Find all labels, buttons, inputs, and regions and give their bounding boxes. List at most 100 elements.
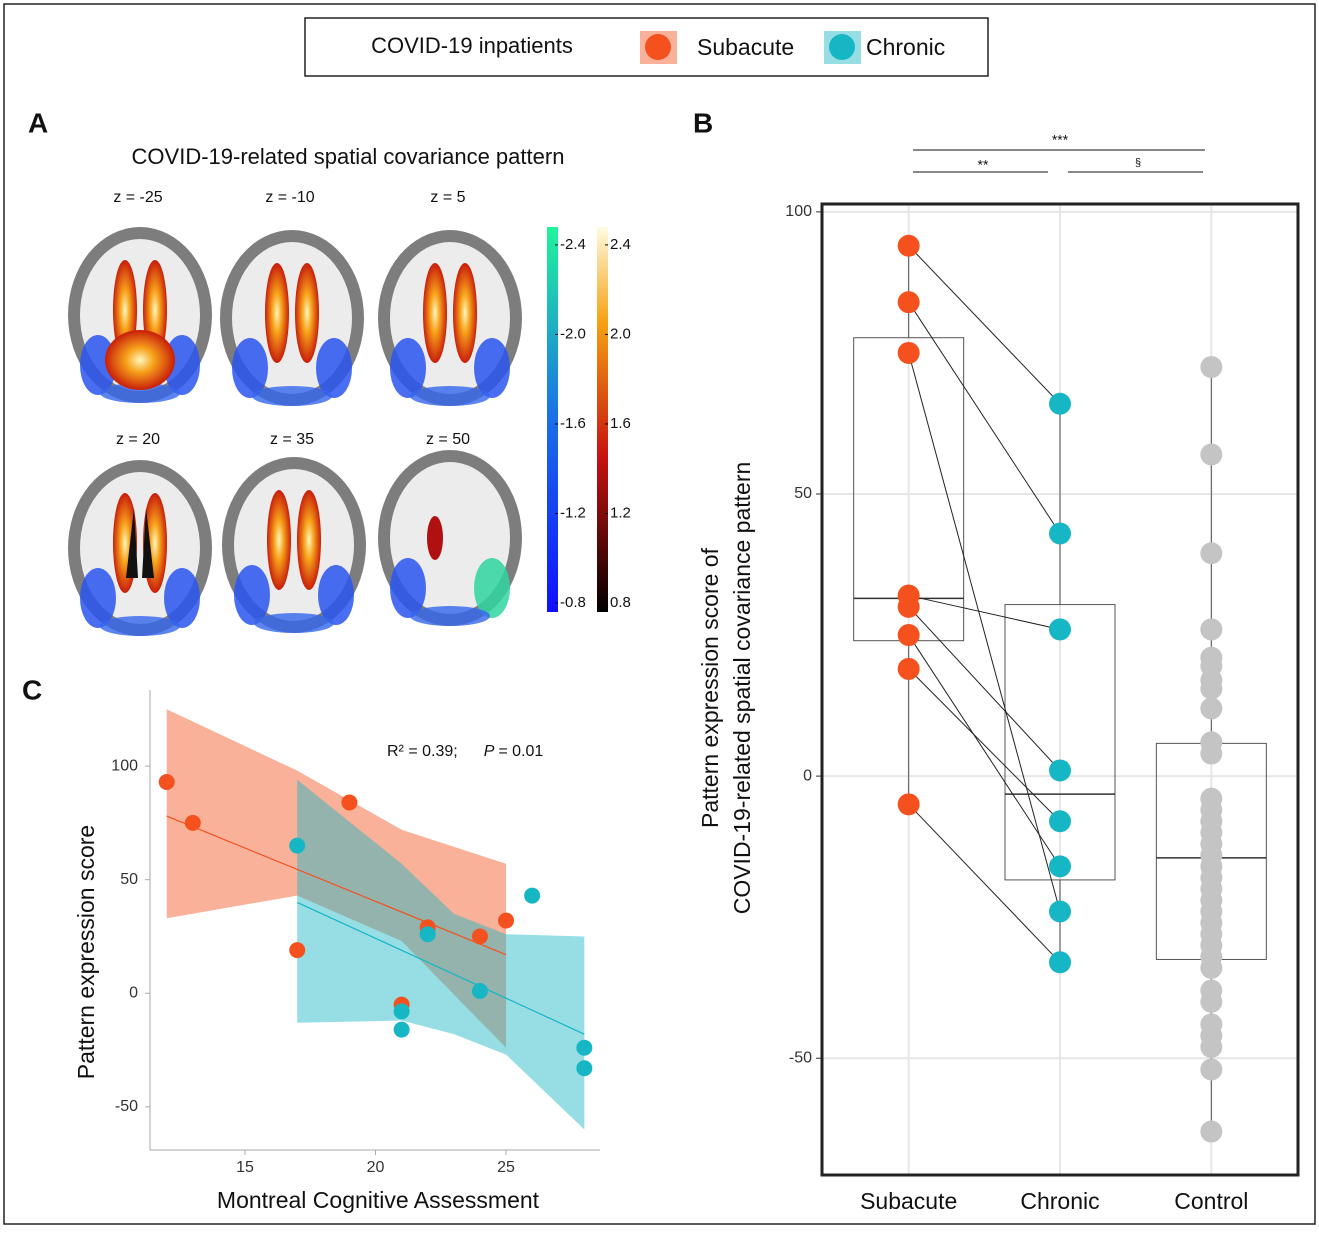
panel-label: B — [693, 107, 713, 138]
blob-blue — [390, 558, 426, 618]
x-tick-label: 20 — [367, 1159, 385, 1176]
point — [898, 596, 920, 618]
figure: COVID-19 inpatients Subacute Chronic A CO… — [0, 0, 1319, 1228]
point — [1200, 697, 1222, 719]
point — [1200, 991, 1222, 1013]
legend-label: Subacute — [697, 34, 794, 60]
blob-blue — [474, 338, 510, 398]
colorbar-tick-label: 2.4 — [610, 236, 631, 253]
panel-label: A — [28, 107, 48, 138]
significance-label: ** — [978, 157, 989, 173]
y-axis-title: COVID-19-related spatial covariance patt… — [729, 462, 755, 915]
point — [1049, 901, 1071, 923]
blob-blue — [234, 565, 270, 625]
annotation-part: = 0.01 — [498, 743, 543, 760]
blob-blue — [254, 613, 334, 633]
point — [159, 774, 175, 790]
panel-label: C — [22, 674, 42, 705]
blob-blue — [390, 338, 426, 398]
point — [1200, 542, 1222, 564]
y-tick-label: 0 — [129, 984, 138, 1001]
point — [1049, 810, 1071, 832]
colorbar — [597, 227, 608, 612]
legend-title: COVID-19 inpatients — [371, 33, 573, 58]
point — [898, 793, 920, 815]
y-tick-label: 50 — [794, 485, 812, 502]
y-tick-label: 50 — [120, 871, 138, 888]
slice-label: z = 50 — [426, 431, 470, 448]
blob-blue — [474, 558, 510, 618]
blob-hot — [453, 263, 477, 363]
legend-marker — [645, 34, 671, 60]
blob-blue — [316, 338, 352, 398]
y-axis-title: Pattern expression score — [73, 825, 99, 1079]
colorbar-tick-label: -2.0 — [560, 325, 586, 342]
point — [576, 1060, 592, 1076]
pair-line — [909, 669, 1060, 821]
point — [898, 658, 920, 680]
pair-line — [909, 246, 1060, 404]
blob-hot — [105, 330, 175, 390]
x-tick-label: 25 — [497, 1159, 515, 1176]
point — [1200, 1036, 1222, 1058]
x-tick-label: Chronic — [1020, 1188, 1099, 1214]
point — [498, 913, 514, 929]
colorbar-tick-label: 0.8 — [610, 594, 631, 611]
blob-blue — [164, 568, 200, 628]
annotation: R² = 0.39;P= 0.01 — [387, 743, 543, 760]
slice-label: z = -10 — [265, 189, 314, 206]
point — [472, 983, 488, 999]
point — [1200, 957, 1222, 979]
slice-label: z = 5 — [430, 189, 465, 206]
blob-blue — [100, 616, 180, 636]
blob-blue — [410, 386, 490, 406]
point — [1049, 855, 1071, 877]
pair-line — [909, 302, 1060, 533]
panel-title: COVID-19-related spatial covariance patt… — [132, 144, 565, 169]
point — [1200, 356, 1222, 378]
point — [289, 838, 305, 854]
legend-label: Chronic — [866, 34, 945, 60]
point — [420, 926, 436, 942]
point — [1049, 393, 1071, 415]
point — [576, 1040, 592, 1056]
significance-label: § — [1135, 157, 1141, 169]
x-tick-label: Subacute — [860, 1188, 957, 1214]
pair-line — [909, 635, 1060, 866]
point — [394, 1003, 410, 1019]
point — [1200, 678, 1222, 700]
blob-blue — [410, 606, 490, 626]
legend-marker — [829, 34, 855, 60]
y-axis-title: Pattern expression score of — [697, 547, 723, 828]
y-tick-label: 100 — [785, 203, 812, 220]
colorbar-tick-label: 1.2 — [610, 504, 631, 521]
colorbar-tick-label: 2.0 — [610, 325, 631, 342]
legend: COVID-19 inpatients Subacute Chronic — [305, 18, 988, 76]
annotation-part: P — [484, 743, 495, 760]
point — [394, 1022, 410, 1038]
point — [341, 794, 357, 810]
point — [1200, 1121, 1222, 1143]
point — [1200, 1058, 1222, 1080]
confidence-band — [297, 780, 584, 1130]
colorbar — [547, 227, 558, 612]
x-tick-label: 15 — [236, 1159, 254, 1176]
x-axis-title: Montreal Cognitive Assessment — [217, 1187, 540, 1213]
point — [898, 291, 920, 313]
point — [1049, 951, 1071, 973]
colorbar-tick-label: -1.2 — [560, 504, 586, 521]
point — [1200, 618, 1222, 640]
blob-hot — [297, 490, 321, 590]
colorbar-tick-label: -1.6 — [560, 415, 586, 432]
slice-label: z = -25 — [113, 189, 162, 206]
point — [524, 888, 540, 904]
blob-blue — [318, 565, 354, 625]
point — [1200, 444, 1222, 466]
slice-label: z = 20 — [116, 431, 160, 448]
point — [1049, 759, 1071, 781]
frame — [4, 4, 1315, 1224]
point — [472, 928, 488, 944]
colorbar-tick-label: 1.6 — [610, 415, 631, 432]
